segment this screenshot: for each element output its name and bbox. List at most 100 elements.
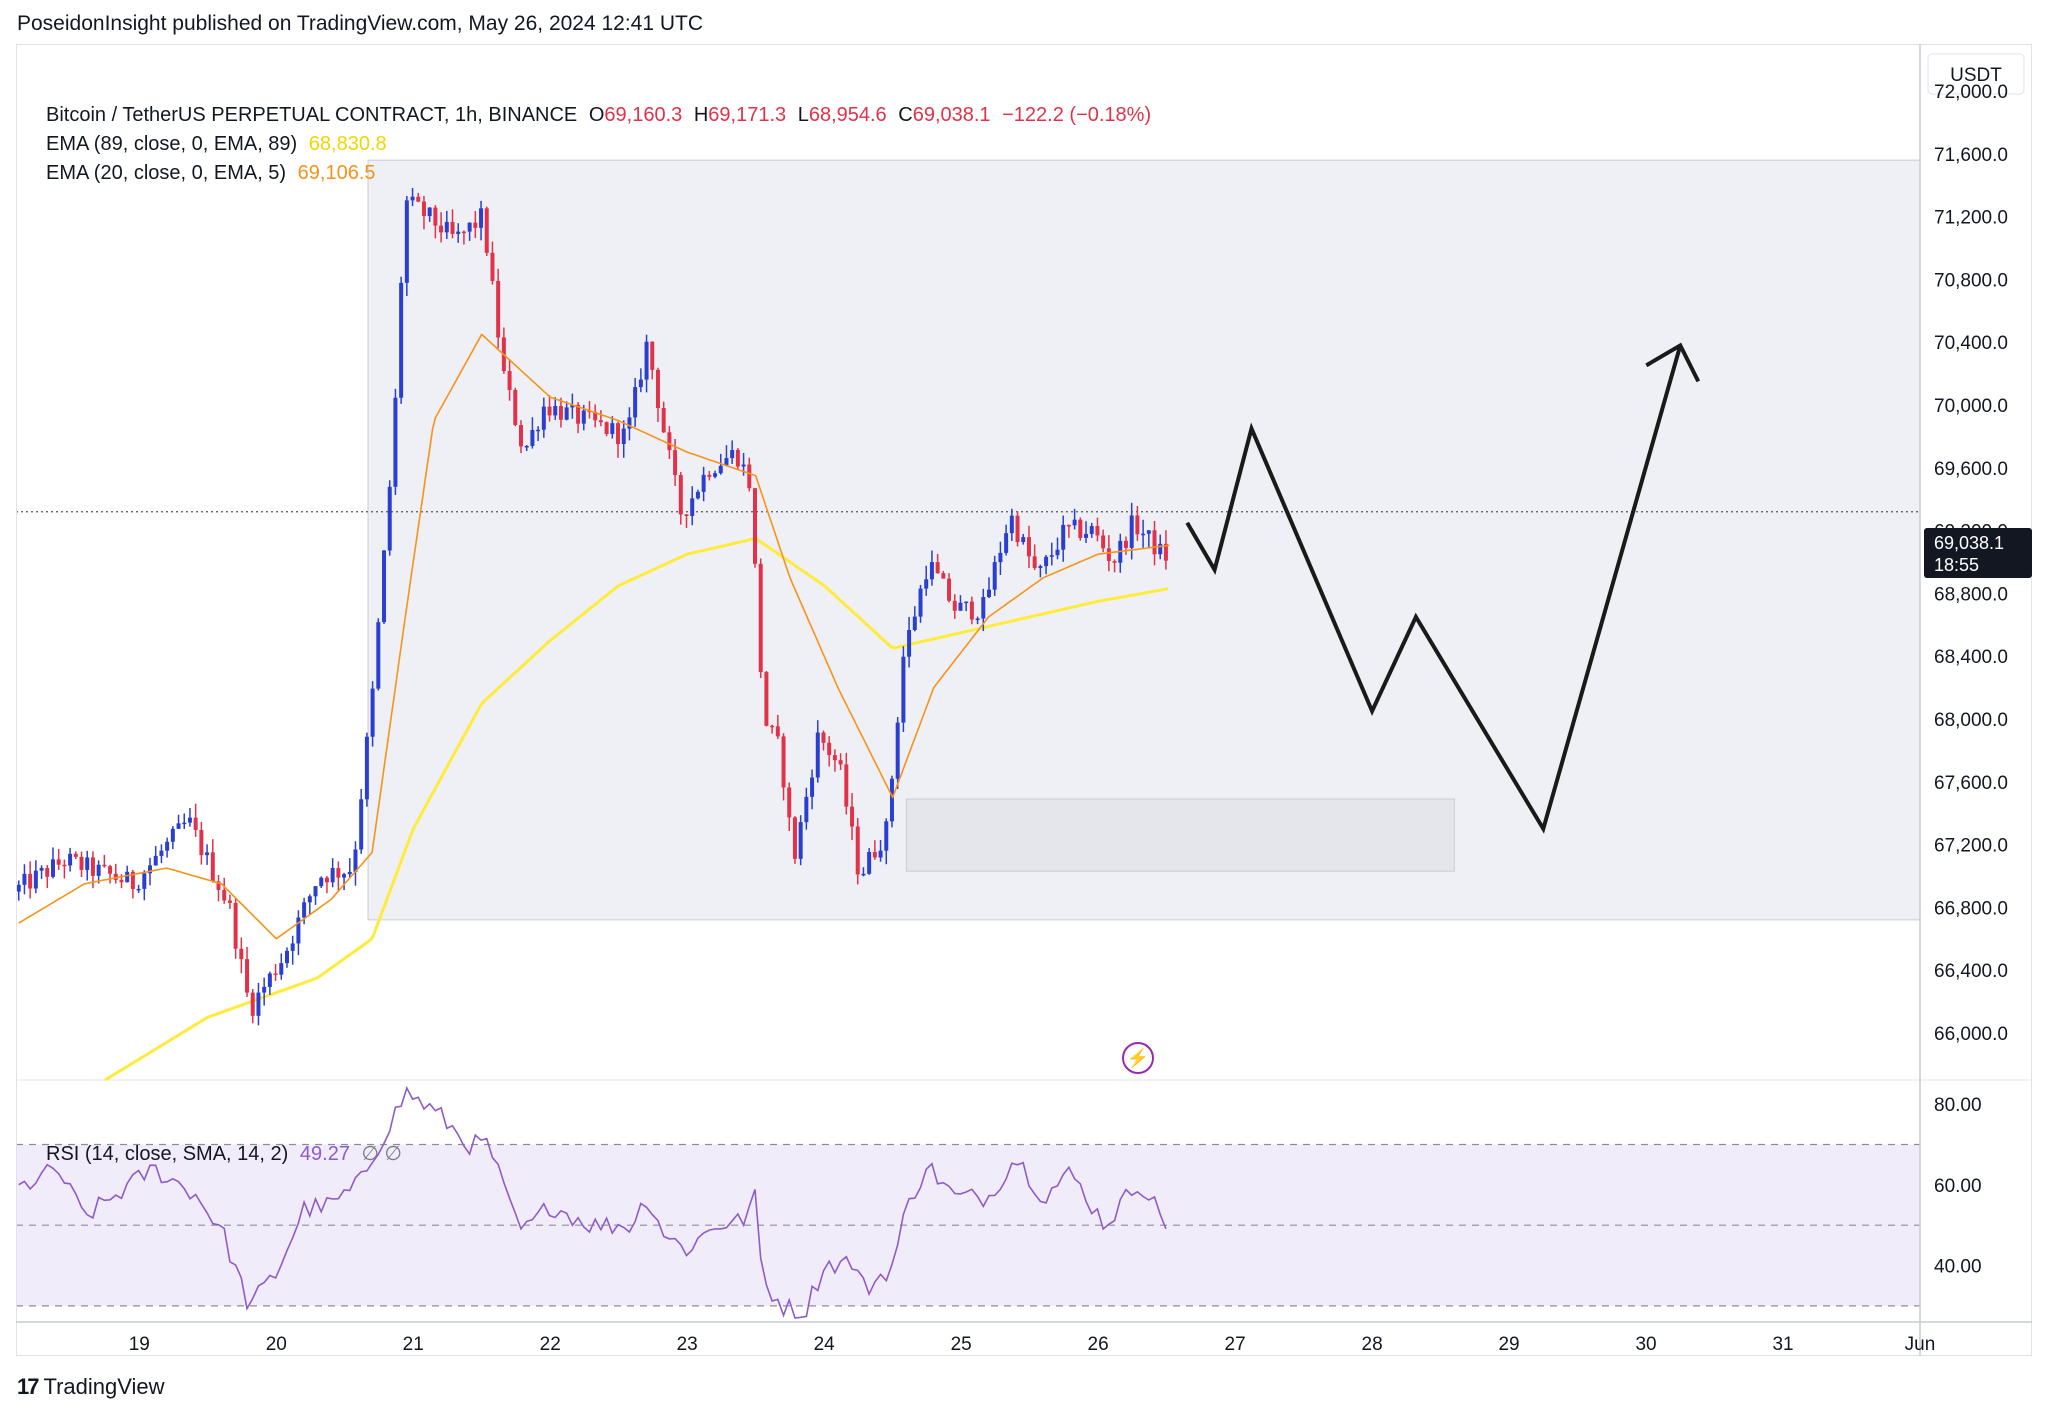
time-tick-label: 21: [403, 1334, 424, 1355]
candle: [735, 448, 740, 470]
candle: [1072, 508, 1077, 530]
candle-body: [673, 450, 678, 476]
candle-body: [1095, 526, 1100, 536]
candle: [684, 514, 689, 528]
candle-body: [878, 850, 883, 858]
candle: [1032, 544, 1037, 571]
candle-body: [741, 464, 746, 467]
candle-body: [1101, 535, 1106, 549]
candle: [410, 188, 415, 207]
candle-body: [165, 841, 170, 851]
ema89-label[interactable]: EMA (89, close, 0, EMA, 89): [46, 133, 298, 155]
price-tick-label: 66,400.0: [1934, 961, 2008, 982]
candle: [713, 470, 718, 479]
candle-body: [718, 465, 723, 474]
rsi-legend[interactable]: RSI (14, close, SMA, 14, 2) 49.27 ∅ ∅: [46, 1141, 408, 1166]
candle-body: [1049, 555, 1054, 557]
candle-body: [838, 760, 843, 765]
candle: [210, 839, 215, 883]
candle-body: [125, 871, 130, 883]
candle-body: [1055, 549, 1060, 556]
candle: [444, 210, 449, 239]
candle-body: [456, 231, 461, 234]
candle: [370, 681, 375, 747]
candle-body: [536, 429, 541, 432]
candle-body: [416, 196, 421, 202]
candle-body: [364, 736, 369, 800]
candle-body: [907, 630, 912, 657]
candle-body: [250, 992, 255, 1016]
candle: [22, 864, 27, 895]
candle: [296, 910, 301, 956]
candle: [102, 854, 107, 868]
candle-body: [524, 445, 529, 448]
candle-body: [707, 474, 712, 477]
candle-body: [804, 796, 809, 823]
candle-body: [576, 404, 581, 424]
candle-body: [981, 597, 986, 619]
candle-body: [684, 514, 689, 517]
candle-body: [912, 616, 917, 631]
candle-body: [267, 973, 272, 987]
candle: [153, 846, 158, 866]
change-value: −122.2 (−0.18%): [1002, 104, 1152, 126]
lightning-icon[interactable]: ⚡: [1122, 1042, 1154, 1074]
candle: [821, 730, 826, 751]
candle: [935, 553, 940, 574]
candle: [627, 407, 632, 441]
candle-body: [39, 867, 44, 871]
candle-body: [382, 550, 387, 623]
ema20-label[interactable]: EMA (20, close, 0, EMA, 5): [46, 162, 287, 184]
candle: [827, 736, 832, 767]
last-price-badge: [1924, 528, 2032, 579]
candle: [947, 573, 952, 603]
candle-body: [1026, 537, 1031, 557]
candle-body: [1038, 566, 1043, 568]
candle-body: [1152, 530, 1157, 555]
candle-body: [142, 873, 147, 889]
candle: [73, 851, 78, 860]
candle: [199, 821, 204, 865]
tradingview-logo[interactable]: 17 TradingView: [17, 1374, 165, 1400]
projection-arrowhead: [1645, 342, 1701, 383]
candle-body: [1032, 556, 1037, 568]
candle-body: [929, 562, 934, 580]
candle: [353, 841, 358, 886]
candle: [433, 205, 438, 239]
rsi-pane: [16, 1079, 2032, 1319]
candle-body: [872, 851, 877, 858]
candle: [79, 851, 84, 878]
candle: [456, 223, 461, 243]
rsi-label[interactable]: RSI (14, close, SMA, 14, 2): [46, 1143, 289, 1165]
candle-body: [227, 900, 232, 903]
candle: [302, 897, 307, 925]
candle-body: [627, 417, 632, 429]
candle-body: [193, 817, 198, 830]
candle-body: [353, 849, 358, 872]
candle: [952, 594, 957, 619]
candle: [553, 397, 558, 420]
candle: [998, 541, 1003, 575]
candle-body: [764, 672, 769, 726]
candle: [547, 395, 552, 422]
candle: [1089, 522, 1094, 538]
candle: [284, 947, 289, 968]
ema89-legend[interactable]: EMA (89, close, 0, EMA, 89) 68,830.8: [46, 133, 393, 156]
candle-body: [1163, 543, 1168, 561]
candle-body: [564, 407, 569, 420]
ema20-legend[interactable]: EMA (20, close, 0, EMA, 5) 69,106.5: [46, 162, 382, 185]
rsi-value: 49.27: [299, 1143, 350, 1165]
candle: [644, 334, 649, 393]
candle-body: [998, 552, 1003, 563]
candle-body: [153, 855, 158, 866]
open-key: O: [588, 104, 605, 126]
candle: [655, 367, 660, 423]
candle-body: [810, 777, 815, 797]
symbol-title[interactable]: Bitcoin / TetherUS PERPETUAL CONTRACT, 1…: [46, 104, 578, 126]
symbol-legend[interactable]: Bitcoin / TetherUS PERPETUAL CONTRACT, 1…: [46, 104, 1157, 127]
chart-area[interactable]: USDT 72,000.0 71,600.0 71,200.0 70,800.0 70,4…: [16, 44, 2032, 1356]
candle: [701, 466, 706, 502]
candle-body: [621, 428, 626, 445]
